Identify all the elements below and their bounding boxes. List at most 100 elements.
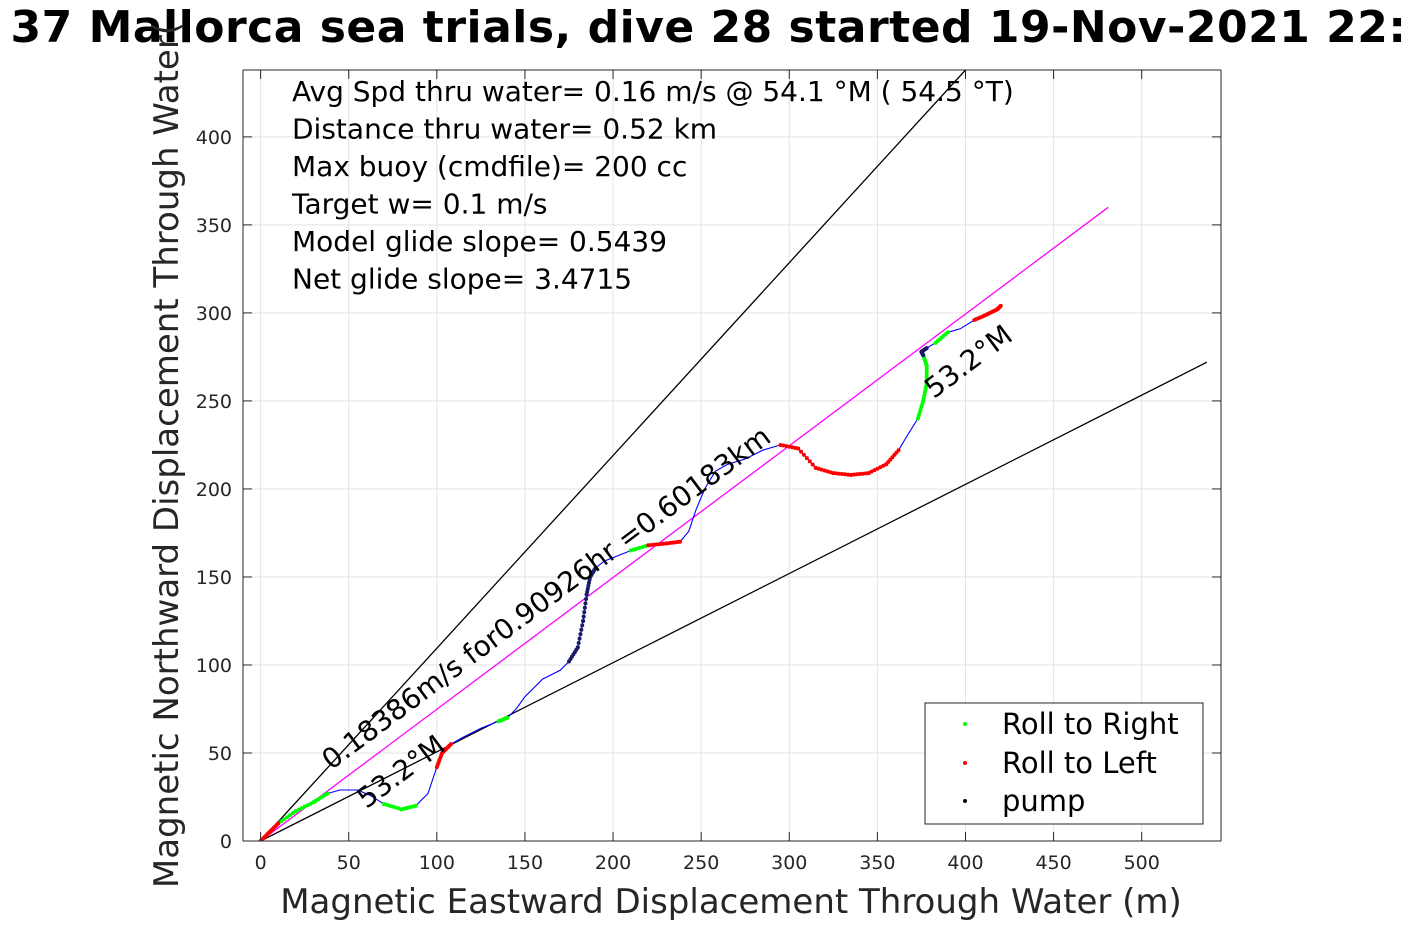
legend-label-roll-right: Roll to Right xyxy=(1002,707,1179,741)
pump-marker xyxy=(593,566,598,571)
pump-marker xyxy=(584,596,589,601)
legend-marker-pump xyxy=(963,799,967,803)
roll-left-marker xyxy=(276,821,281,826)
legend: Roll to Right Roll to Left pump xyxy=(924,702,1204,825)
legend-label-pump: pump xyxy=(1002,784,1085,818)
roll-left-marker xyxy=(831,471,836,476)
x-tick-label: 0 xyxy=(255,852,267,874)
legend-label-roll-left: Roll to Left xyxy=(1002,746,1157,780)
chart-title: 37 Mallorca sea trials, dive 28 started … xyxy=(10,2,1407,53)
roll-left-marker xyxy=(799,449,804,454)
x-tick-label: 250 xyxy=(683,852,719,874)
ticks: 0 50 100 150 200 250 300 350 400 450 500 0 50 100 150 2… xyxy=(196,70,1221,874)
roll-left-marker xyxy=(857,471,862,476)
roll-right-marker xyxy=(279,819,284,824)
roll-left-marker xyxy=(834,471,839,476)
x-tick-label: 200 xyxy=(595,852,631,874)
pump-marker xyxy=(924,346,929,351)
info-line: Distance thru water= 0.52 km xyxy=(292,113,717,146)
x-axis-label: Magnetic Eastward Displacement Through W… xyxy=(280,882,1182,922)
roll-left-marker xyxy=(998,303,1003,308)
roll-left-marker xyxy=(658,542,663,547)
roll-right-marker xyxy=(924,378,929,383)
roll-right-marker xyxy=(924,372,929,377)
x-tick-label: 150 xyxy=(507,852,543,874)
info-line: Net glide slope= 3.4715 xyxy=(292,263,632,296)
y-tick-label: 100 xyxy=(196,655,232,677)
y-tick-label: 0 xyxy=(220,831,232,853)
roll-left-marker xyxy=(848,472,853,477)
pump-marker xyxy=(581,618,586,623)
x-tick-label: 500 xyxy=(1124,852,1160,874)
x-tick-label: 350 xyxy=(859,852,895,874)
roll-right-marker xyxy=(282,817,287,822)
roll-left-marker xyxy=(649,542,654,547)
pump-marker xyxy=(582,610,587,615)
roll-left-marker xyxy=(655,542,660,547)
roll-left-marker xyxy=(863,471,868,476)
pump-marker xyxy=(583,601,588,606)
x-tick-label: 300 xyxy=(771,852,807,874)
info-line: Avg Spd thru water= 0.16 m/s @ 54.1 °M (… xyxy=(292,75,1014,108)
y-tick-label: 400 xyxy=(196,127,232,149)
mean-heading-line xyxy=(260,206,1109,841)
pump-marker xyxy=(578,632,583,637)
roll-right-marker xyxy=(924,381,929,386)
roll-left-marker xyxy=(804,456,809,461)
x-tick-label: 400 xyxy=(947,852,983,874)
x-tick-label: 450 xyxy=(1035,852,1071,874)
roll-left-marker xyxy=(854,472,859,477)
info-line: Model glide slope= 0.5439 xyxy=(292,225,667,258)
legend-box xyxy=(924,702,1204,825)
roll-left-marker xyxy=(807,459,812,464)
legend-marker-roll-right xyxy=(963,722,967,726)
pump-marker xyxy=(579,627,584,632)
roll-left-marker xyxy=(843,472,848,477)
data-layer xyxy=(258,70,1208,841)
pump-marker xyxy=(577,636,582,641)
y-tick-label: 250 xyxy=(196,391,232,413)
pump-marker xyxy=(581,614,586,619)
roll-left-marker xyxy=(796,446,801,451)
roll-left-marker xyxy=(660,541,665,546)
pump-marker xyxy=(576,640,581,645)
roll-right-marker xyxy=(505,715,510,720)
x-tick-label: 50 xyxy=(337,852,361,874)
roll-left-marker xyxy=(801,452,806,457)
roll-left-marker xyxy=(896,448,901,453)
roll-left-marker xyxy=(860,471,865,476)
y-tick-label: 150 xyxy=(196,567,232,589)
roll-left-marker xyxy=(851,472,856,477)
roll-right-marker xyxy=(945,330,950,335)
info-line: Target w= 0.1 m/s xyxy=(291,188,548,221)
roll-left-marker xyxy=(678,539,683,544)
roll-right-marker xyxy=(924,366,929,371)
pump-marker xyxy=(575,645,580,650)
roll-right-marker xyxy=(285,815,290,820)
roll-right-marker xyxy=(325,791,330,796)
roll-right-marker xyxy=(924,375,929,380)
roll-left-marker xyxy=(646,543,651,548)
y-tick-label: 200 xyxy=(196,479,232,501)
roll-left-marker xyxy=(448,742,453,747)
roll-right-marker xyxy=(287,813,292,818)
lower-bound-line xyxy=(260,361,1208,841)
roll-left-marker xyxy=(846,472,851,477)
y-tick-label: 50 xyxy=(208,743,232,765)
roll-left-marker xyxy=(837,471,842,476)
roll-right-marker xyxy=(290,811,295,816)
roll-right-marker xyxy=(413,803,418,808)
y-tick-label: 300 xyxy=(196,303,232,325)
y-tick-label: 350 xyxy=(196,215,232,237)
pump-marker xyxy=(582,605,587,610)
pump-marker xyxy=(580,623,585,628)
roll-right-marker xyxy=(924,369,929,374)
x-tick-label: 100 xyxy=(419,852,455,874)
roll-left-marker xyxy=(652,542,657,547)
roll-left-marker xyxy=(840,471,845,476)
legend-marker-roll-left xyxy=(963,761,967,765)
roll-left-marker xyxy=(810,462,815,467)
plot-frame xyxy=(242,69,1222,842)
y-axis-label: Magnetic Northward Displacement Through … xyxy=(147,22,187,888)
